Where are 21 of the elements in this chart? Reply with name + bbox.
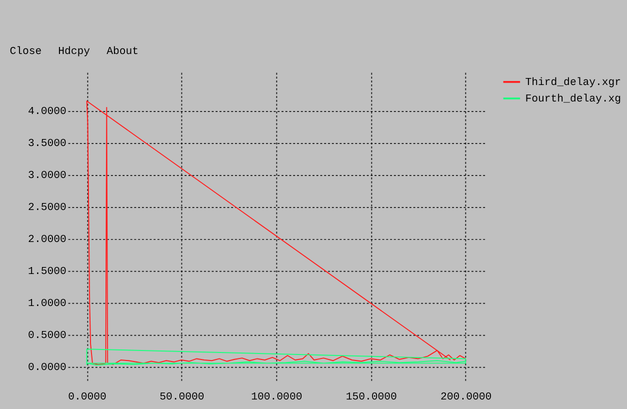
y-tick-label: 2.5000 xyxy=(28,202,66,214)
x-tick-label: 150.0000 xyxy=(346,391,397,404)
y-tick-label: 0.5000 xyxy=(28,330,66,342)
y-tick-label: 4.0000 xyxy=(28,106,66,118)
x-tick-label: 100.0000 xyxy=(251,391,302,404)
y-tick-label: 1.5000 xyxy=(28,266,66,278)
x-tick-label: 50.0000 xyxy=(160,391,204,404)
legend-label: Fourth_delay.xg xyxy=(525,93,622,106)
y-tick-label: 1.0000 xyxy=(28,298,66,310)
text: Close xyxy=(10,46,42,58)
line-series xyxy=(86,348,466,366)
y-tick-label: 2.0000 xyxy=(28,234,66,246)
x-tick-label: 0.0000 xyxy=(68,391,106,404)
x-tick-label: 200.0000 xyxy=(440,391,492,404)
text: About xyxy=(106,46,139,58)
y-tick-label: 3.5000 xyxy=(28,138,66,150)
y-tick-label: 3.0000 xyxy=(28,170,66,182)
line-series xyxy=(86,100,466,365)
text: Hdcpy xyxy=(58,46,91,58)
legend-label: Third_delay.xgr xyxy=(525,76,622,89)
y-tick-label: 0.0000 xyxy=(28,362,66,374)
